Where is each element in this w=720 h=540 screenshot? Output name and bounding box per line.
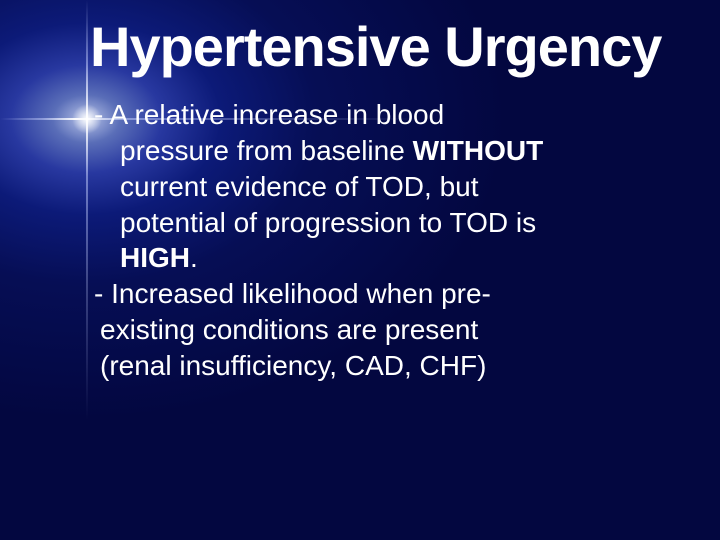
slide-container: Hypertensive Urgency - A relative increa… — [0, 0, 720, 540]
body-line-5: HIGH. — [94, 240, 680, 276]
body-line-7: existing conditions are present — [94, 312, 680, 348]
body-line-3: current evidence of TOD, but — [94, 169, 680, 205]
slide-title: Hypertensive Urgency — [90, 18, 680, 75]
text: potential of progression to TOD is — [120, 207, 536, 238]
text: . — [190, 242, 198, 273]
text: current evidence of TOD, but — [120, 171, 479, 202]
bold-without: WITHOUT — [413, 135, 544, 166]
text: (renal insufficiency, CAD, CHF) — [100, 350, 486, 381]
text: pressure from baseline — [120, 135, 413, 166]
body-line-1: - A relative increase in blood — [94, 97, 680, 133]
slide-body: - A relative increase in blood pressure … — [90, 97, 680, 384]
text: - Increased likelihood when pre- — [94, 278, 491, 309]
body-line-4: potential of progression to TOD is — [94, 205, 680, 241]
body-line-2: pressure from baseline WITHOUT — [94, 133, 680, 169]
body-line-6: - Increased likelihood when pre- — [94, 276, 680, 312]
text: - A relative increase in blood — [94, 99, 444, 130]
body-line-8: (renal insufficiency, CAD, CHF) — [94, 348, 680, 384]
text: existing conditions are present — [100, 314, 478, 345]
bold-high: HIGH — [120, 242, 190, 273]
